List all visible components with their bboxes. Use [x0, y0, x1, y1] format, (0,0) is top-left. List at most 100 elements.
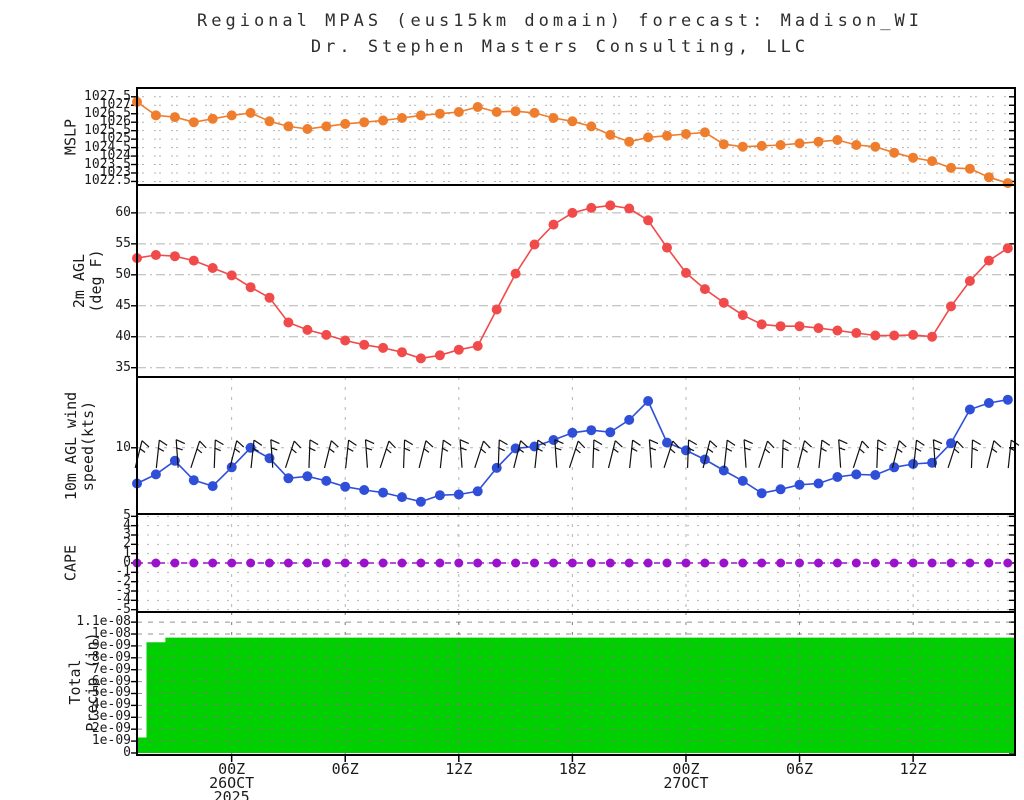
- x-tick-label: 06Z: [331, 760, 359, 778]
- temperature-point: [472, 341, 483, 351]
- mslp-point: [832, 135, 843, 145]
- cape-point: [189, 558, 199, 568]
- temperature-point: [908, 329, 919, 340]
- wind-panel-frame: [136, 376, 1016, 515]
- temperature-point: [491, 304, 502, 315]
- cape-point: [151, 558, 161, 568]
- wind-barb-icon: [797, 440, 812, 469]
- cape-point: [567, 558, 577, 568]
- temperature-point: [756, 319, 767, 330]
- temperature-point: [832, 325, 843, 336]
- x-tick-label: 18Z: [558, 760, 586, 778]
- temperature-ytick-label: 55: [115, 235, 131, 251]
- wind-barb-icon: [932, 439, 943, 468]
- temperature-point: [699, 284, 710, 295]
- cape-ytick-label: -1: [115, 564, 131, 580]
- mslp-ytick-label: 1027.5: [84, 88, 131, 104]
- wind-point: [813, 478, 824, 489]
- cape-point: [965, 558, 975, 568]
- wind-point: [207, 481, 218, 492]
- wind-barb-icon: [743, 439, 753, 468]
- x-tick-label: 00Z: [672, 760, 700, 778]
- mslp-point: [188, 117, 199, 128]
- wind-barb-icon: [345, 439, 357, 469]
- wind-point: [870, 470, 881, 480]
- temperature-point: [662, 242, 672, 253]
- cape-point: [984, 558, 994, 568]
- wind-barb-icon: [379, 440, 396, 468]
- temperature-point: [529, 239, 540, 250]
- temperature-point: [718, 297, 729, 308]
- cape-axis-title: CAPE: [61, 544, 80, 582]
- cape-point: [738, 558, 748, 568]
- cape-point: [624, 558, 634, 568]
- mslp-point: [529, 107, 540, 118]
- mslp-point: [870, 141, 881, 152]
- cape-point: [814, 558, 823, 568]
- wind-barb-icon: [947, 440, 964, 468]
- wind-barb-icon: [702, 440, 718, 469]
- x-tick-label: 12Z: [445, 760, 473, 778]
- precip-ytick-label: 1e-08: [91, 626, 131, 641]
- wind-point: [226, 462, 237, 473]
- temperature-point: [302, 324, 313, 335]
- temperature-point: [188, 255, 199, 266]
- mslp-point: [567, 116, 578, 127]
- wind-ytick-label: 10: [115, 439, 131, 455]
- wind-barb-icon: [663, 440, 680, 468]
- wind-point: [434, 490, 445, 501]
- precip-ytick-label: 6e-09: [91, 673, 131, 689]
- temperature-point: [397, 347, 407, 358]
- temperature-point: [434, 350, 445, 361]
- mslp-point: [415, 110, 426, 121]
- mslp-point: [453, 107, 464, 117]
- x-date-label: 2025: [213, 788, 250, 800]
- mslp-ytick-label: 1023.5: [84, 156, 131, 172]
- temperature-point: [321, 329, 332, 340]
- wind-point: [264, 453, 275, 464]
- mslp-point: [813, 136, 824, 147]
- cape-point: [170, 558, 180, 568]
- mslp-ytick-label: 1026: [99, 114, 131, 130]
- wind-point: [946, 438, 956, 449]
- temperature-ytick-label: 35: [115, 359, 131, 375]
- cape-point: [851, 558, 861, 568]
- wind-barb-icon: [607, 440, 623, 469]
- mslp-point: [983, 172, 994, 183]
- cape-point: [283, 558, 293, 568]
- wind-barb-icon: [891, 440, 907, 469]
- cape-ytick-label: 1: [123, 545, 131, 561]
- wind-barb-icon: [513, 440, 529, 469]
- precip-axis-title: Total Precip (in): [66, 632, 101, 732]
- wind-barb-icon: [534, 439, 547, 469]
- cape-point: [397, 558, 407, 568]
- wind-point: [851, 469, 862, 480]
- wind-barb-icon: [986, 440, 1002, 469]
- temperature-ytick-label: 60: [115, 204, 131, 220]
- cape-point: [302, 558, 312, 568]
- temperature-point: [359, 339, 370, 350]
- mslp-point: [624, 136, 635, 147]
- temperature-point: [794, 321, 805, 332]
- temperature-point: [378, 342, 389, 353]
- wind-point: [624, 414, 635, 425]
- cape-point: [530, 558, 539, 568]
- wind-point: [188, 475, 199, 486]
- wind-point: [889, 462, 900, 473]
- temperature-point: [889, 330, 900, 341]
- mslp-axis-title: MSLP: [61, 118, 80, 155]
- mslp-point: [775, 140, 786, 150]
- precip-ytick-label: 1.1e-08: [76, 614, 131, 630]
- wind-barb-icon: [629, 439, 641, 469]
- wind-barb-icon: [402, 439, 414, 468]
- mslp-point: [662, 130, 672, 141]
- temperature-point: [964, 276, 975, 286]
- temperature-ytick-label: 50: [115, 266, 131, 282]
- cape-point: [208, 558, 218, 568]
- wind-point: [359, 485, 370, 495]
- wind-barb-icon: [250, 439, 263, 469]
- wind-point: [453, 489, 464, 500]
- wind-barb-icon: [592, 439, 603, 468]
- mslp-point: [756, 140, 767, 151]
